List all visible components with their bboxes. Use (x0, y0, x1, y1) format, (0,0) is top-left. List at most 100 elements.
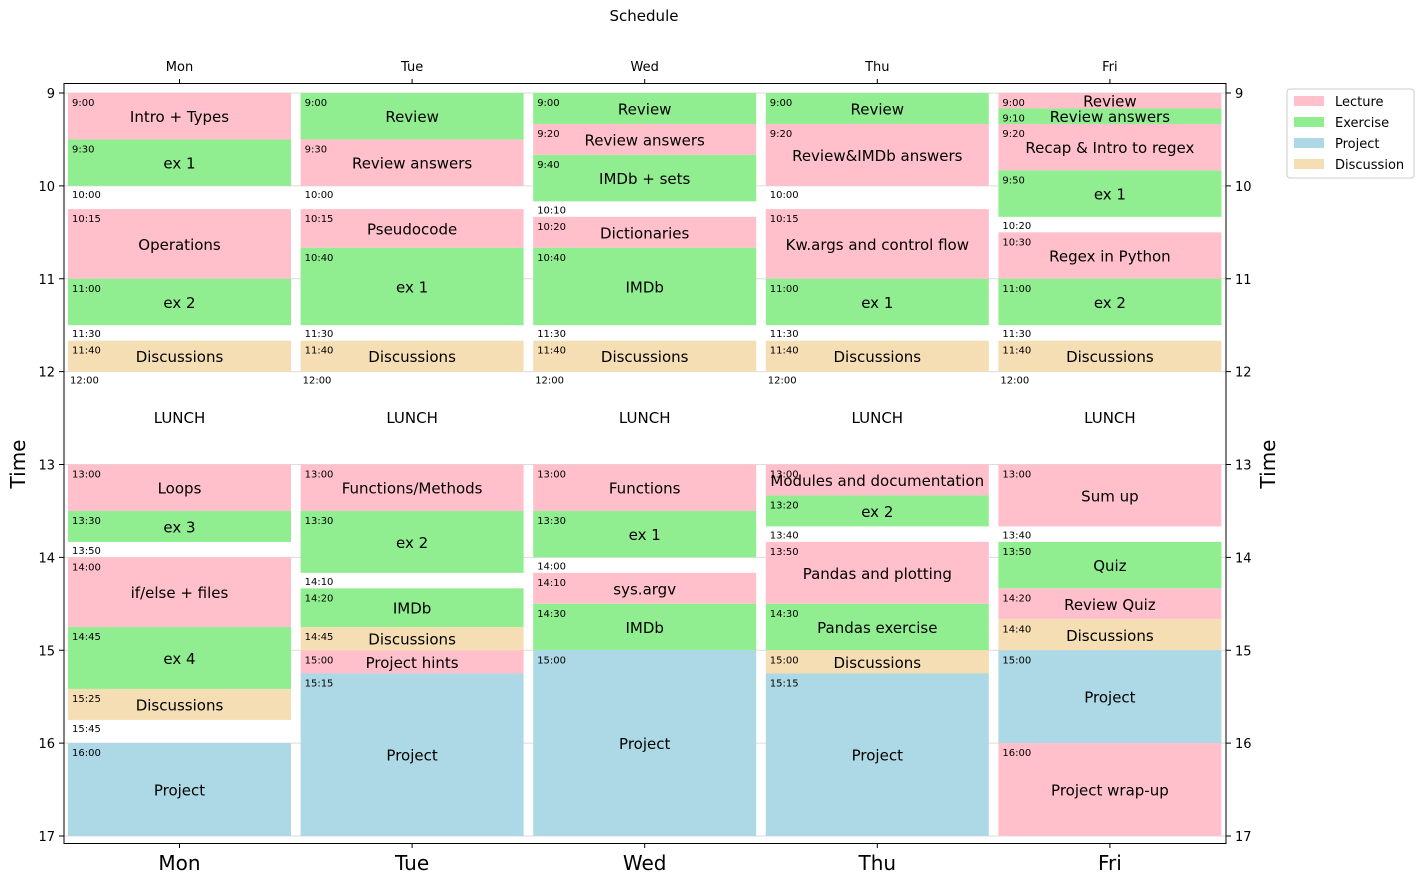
event-block: 14:45 Discussions (300, 627, 524, 651)
event-start-time: 13:00 (1002, 470, 1031, 481)
event-title: Pandas exercise (817, 619, 937, 637)
lunch-label: LUNCH (1084, 409, 1136, 427)
legend-label: Discussion (1335, 158, 1404, 173)
event-start-time: 16:00 (72, 748, 101, 759)
y-tick-label-right: 17 (1235, 830, 1252, 845)
event-start-time: 10:30 (1002, 237, 1031, 248)
event-start-time: 9:30 (72, 144, 94, 155)
event-title: Intro + Types (130, 108, 229, 126)
event-title: sys.argv (613, 580, 676, 598)
lunch-start-time: 12:00 (1000, 376, 1029, 387)
event-title: Sum up (1081, 487, 1138, 505)
event-block: 14:45 ex 4 (68, 627, 291, 689)
event-title: Project hints (366, 654, 459, 672)
event-end-time: 11:30 (305, 329, 334, 340)
day-label-top: Wed (631, 60, 659, 75)
event-rect (765, 603, 989, 651)
event-block: 14:30 IMDb (533, 603, 757, 651)
event-start-time: 9:50 (1002, 175, 1024, 186)
event-start-time: 13:30 (537, 516, 566, 527)
event-start-time: 14:40 (1002, 624, 1031, 635)
event-start-time: 11:40 (72, 346, 101, 357)
y-tick-label-right: 14 (1235, 551, 1252, 566)
event-end-time: 10:00 (770, 190, 799, 201)
event-start-time: 13:50 (770, 547, 799, 558)
event-title: ex 3 (163, 518, 195, 536)
lunch-label: LUNCH (619, 409, 671, 427)
event-title: Loops (158, 480, 202, 498)
event-rect (765, 495, 989, 527)
day-label-top: Fri (1102, 60, 1118, 75)
event-title: ex 1 (1094, 186, 1126, 204)
legend: Lecture Exercise Project Discussion (1286, 88, 1415, 179)
event-block: 9:30 ex 1 10:00 (68, 139, 291, 201)
event-rect (533, 93, 757, 124)
event-rect (533, 123, 757, 155)
event-block: 13:00 Sum up 13:40 (998, 464, 1222, 541)
event-start-time: 14:10 (537, 578, 566, 589)
event-rect (68, 557, 291, 628)
event-block: 11:40 Discussions (68, 340, 291, 372)
event-rect (68, 278, 291, 326)
event-block: 9:00 Review (300, 93, 524, 140)
event-end-time: 10:00 (72, 190, 101, 201)
event-start-time: 15:15 (770, 678, 799, 689)
legend-swatch (1294, 159, 1324, 169)
event-title: Review (1083, 93, 1137, 111)
event-start-time: 15:00 (770, 655, 799, 666)
event-block: 11:40 Discussions (300, 340, 524, 372)
y-axis-label-right: Time (1256, 440, 1280, 490)
y-tick-label-left: 15 (38, 644, 55, 659)
event-title: Review (851, 100, 905, 118)
event-rect (68, 627, 291, 689)
event-title: Project (619, 735, 670, 753)
event-start-time: 9:20 (770, 129, 792, 140)
event-rect (998, 743, 1222, 836)
event-start-time: 9:00 (537, 98, 559, 109)
y-tick-label-left: 12 (38, 366, 55, 381)
legend-label: Exercise (1335, 116, 1389, 131)
event-block: 15:15 Project (300, 673, 524, 836)
event-title: Discussions (834, 348, 922, 366)
event-start-time: 13:50 (1002, 547, 1031, 558)
lunch-start-time: 12:00 (70, 376, 99, 387)
event-rect (68, 743, 291, 836)
event-title: Kw.args and control flow (786, 236, 969, 254)
event-title: Discussions (1066, 627, 1154, 645)
event-title: Regex in Python (1049, 248, 1171, 266)
event-block: 9:10 Review answers (998, 108, 1222, 126)
day-label-top: Tue (400, 60, 423, 75)
event-block: 15:00 Discussions (765, 650, 989, 674)
event-block: 10:15 Operations (68, 209, 291, 279)
event-block: 13:30 ex 3 13:50 (68, 510, 291, 557)
legend-label: Project (1335, 137, 1379, 152)
event-rect (300, 93, 524, 140)
event-block: 10:15 Kw.args and control flow (765, 209, 989, 279)
y-tick-label-right: 16 (1235, 737, 1252, 752)
event-block: 14:40 Discussions (998, 619, 1222, 651)
event-end-time: 13:50 (72, 546, 101, 557)
lunch-label: LUNCH (386, 409, 438, 427)
day-label-top: Thu (864, 60, 889, 75)
event-rect (300, 588, 524, 628)
event-title: Review&IMDb answers (792, 147, 963, 165)
event-start-time: 14:45 (305, 632, 334, 643)
event-title: ex 4 (163, 650, 195, 668)
event-start-time: 9:10 (1002, 113, 1024, 124)
event-title: Review (618, 100, 672, 118)
event-start-time: 10:20 (537, 222, 566, 233)
event-block: 13:20 ex 2 13:40 (765, 495, 989, 541)
day-label-bottom: Tue (394, 851, 429, 875)
event-rect (300, 510, 524, 573)
event-block: 16:00 Project wrap-up (998, 743, 1222, 836)
event-start-time: 13:00 (770, 470, 799, 481)
event-end-time: 10:10 (537, 205, 566, 216)
event-start-time: 11:40 (537, 346, 566, 357)
event-block: 14:10 sys.argv (533, 572, 757, 604)
event-block: 15:00 Project hints (300, 650, 524, 674)
event-start-time: 13:00 (305, 470, 334, 481)
